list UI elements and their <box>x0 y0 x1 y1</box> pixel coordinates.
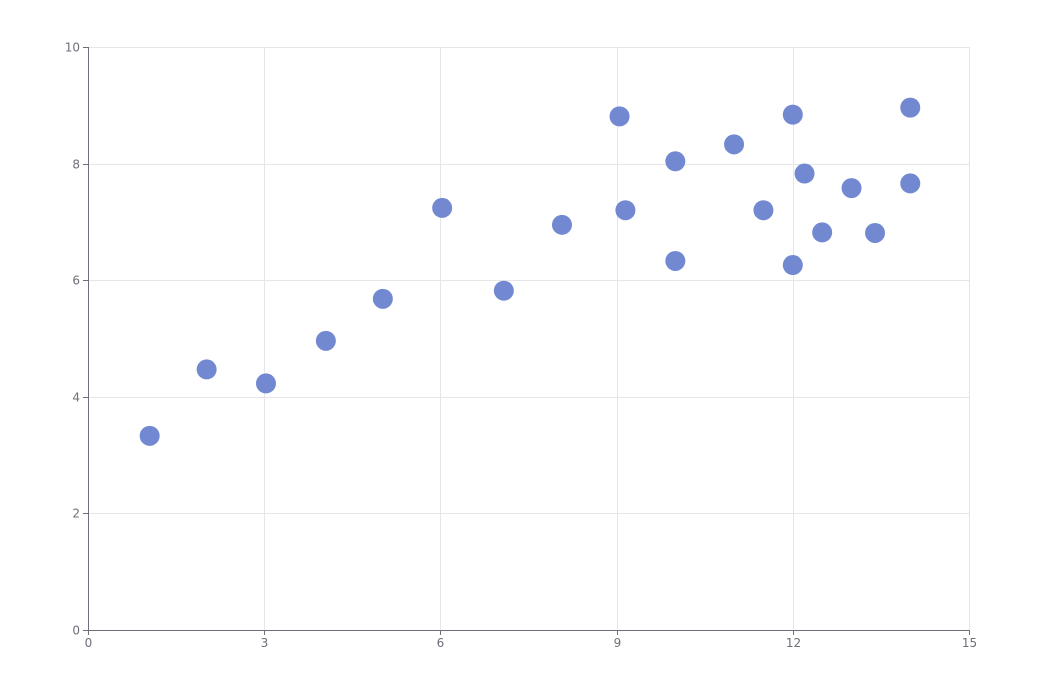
x-tick-label: 12 <box>786 636 801 650</box>
grid <box>88 47 970 630</box>
y-tick-label: 2 <box>72 507 80 521</box>
y-tick-label: 6 <box>72 274 80 288</box>
x-tick-label: 9 <box>614 636 622 650</box>
scatter-point <box>782 255 803 276</box>
y-tick-label: 0 <box>72 624 80 638</box>
scatter-point <box>493 280 514 301</box>
scatter-point <box>900 173 921 194</box>
scatter-point <box>372 288 393 309</box>
scatter-point <box>551 214 572 235</box>
y-tick-label: 10 <box>65 41 80 55</box>
scatter-point <box>432 197 453 218</box>
scatter-point <box>255 373 276 394</box>
scatter-point <box>812 222 833 243</box>
scatter-point <box>900 97 921 118</box>
scatter-point <box>753 200 774 221</box>
x-tick-label: 0 <box>85 636 93 650</box>
scatter-point <box>782 104 803 125</box>
scatter-point <box>865 222 886 243</box>
y-tick-label: 4 <box>72 391 80 405</box>
scatter-point <box>609 106 630 127</box>
scatter-point <box>315 330 336 351</box>
x-tick-label: 3 <box>261 636 269 650</box>
x-tick-label: 6 <box>437 636 445 650</box>
scatter-point <box>196 359 217 380</box>
scatter-point <box>724 134 745 155</box>
data-points <box>139 97 921 446</box>
scatter-point <box>841 178 862 199</box>
axes <box>83 47 970 635</box>
scatter-point <box>139 425 160 446</box>
scatter-point <box>665 250 686 271</box>
scatter-point <box>794 163 815 184</box>
scatter-point <box>665 151 686 172</box>
tick-labels: 0 2 4 6 8 10 0 3 6 9 12 15 <box>65 41 977 651</box>
x-tick-label: 15 <box>962 636 977 650</box>
scatter-point <box>615 200 636 221</box>
y-tick-label: 8 <box>72 158 80 172</box>
